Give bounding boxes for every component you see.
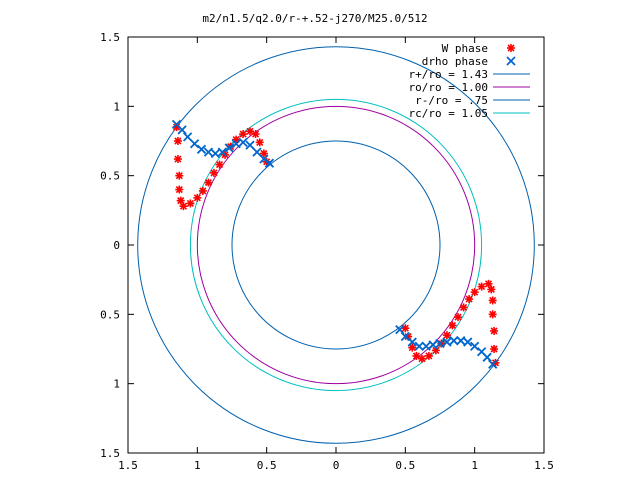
drho-phase-point	[482, 352, 492, 362]
drho-phase-point	[449, 336, 459, 346]
w-phase-point	[442, 331, 451, 340]
w-phase-point	[255, 138, 264, 147]
legend-marker-1	[506, 56, 516, 66]
drho-phase-point	[414, 341, 424, 351]
x-tick-label: 1.5	[118, 459, 138, 472]
drho-phase-point	[231, 139, 241, 149]
drho-phase-point	[252, 147, 262, 157]
drho-phase-point	[421, 341, 431, 351]
legend-label-3: ro/ro = 1.00	[409, 81, 488, 94]
chart-title: m2/n1.5/q2.0/r-+.52-j270/M25.0/512	[202, 12, 427, 25]
circle-2	[231, 140, 441, 350]
y-tick-label: 1	[113, 100, 120, 113]
drho-phase-point	[264, 158, 275, 168]
y-tick-label: 1.5	[100, 31, 120, 44]
w-phase-point	[488, 296, 497, 305]
drho-phase-point	[189, 139, 200, 149]
drho-phase-point	[196, 144, 207, 154]
drho-phase-point	[182, 132, 193, 142]
drho-phase-point	[238, 137, 248, 148]
drho-phase-point	[210, 148, 220, 159]
legend-label-4: r-/ro = .75	[415, 94, 488, 107]
w-phase-point	[232, 135, 241, 144]
circle-1	[196, 105, 476, 385]
w-phase-point	[490, 345, 499, 353]
w-phase-point	[465, 295, 474, 304]
legend-label-1: drho phase	[422, 55, 488, 68]
drho-phase-point	[177, 125, 187, 135]
w-phase-point	[186, 199, 195, 208]
w-phase-point	[417, 354, 426, 363]
w-phase-point	[491, 358, 500, 367]
w-phase-point	[193, 193, 202, 202]
drho-phase-point	[442, 337, 452, 347]
circle-0	[137, 46, 535, 444]
legend-label-0: W phase	[442, 42, 488, 55]
drho-phase-point	[463, 337, 473, 347]
circles-layer	[137, 46, 535, 444]
legend-label-2: r+/ro = 1.43	[409, 68, 488, 81]
drho-phase-point	[395, 324, 405, 335]
w-phase-point	[448, 321, 457, 330]
w-phase-point	[470, 288, 479, 297]
x-tick-label: 1	[471, 459, 478, 472]
w-phase-point	[209, 168, 218, 177]
w-phase-point	[259, 149, 268, 158]
drho-phase-point	[435, 338, 445, 349]
w-phase-point	[173, 155, 182, 164]
y-tick-label: 1.5	[100, 447, 120, 460]
y-tick-label: 0	[113, 239, 120, 252]
drho-phase-point	[203, 147, 214, 157]
drho-phase-point	[428, 340, 438, 350]
w-phase-point	[215, 160, 224, 169]
ticks-layer: 1.5 1 0.5 0 0.5 1 1.51.510.500.511.5	[100, 31, 554, 472]
drho-phase-point	[217, 147, 227, 157]
x-tick-label: 0.5	[257, 459, 277, 472]
w-phase-point	[490, 326, 499, 335]
w-phase-point	[179, 202, 188, 211]
w-phase-point	[477, 282, 486, 291]
legend-marker-0	[507, 44, 515, 52]
w-phase-point	[175, 185, 184, 194]
drho-phase-point	[488, 359, 498, 369]
drho-phase-point	[470, 341, 480, 351]
w-phase-point	[488, 310, 497, 319]
w-phase-point	[401, 324, 410, 333]
w-phase-point	[251, 130, 260, 139]
y-tick-label: 0.5	[100, 170, 120, 183]
legend-label-5: rc/ro = 1.05	[409, 107, 488, 120]
w-phase-point	[424, 351, 433, 360]
w-phase-point	[173, 137, 182, 145]
circle-3	[189, 98, 483, 392]
drho-phase-point	[224, 143, 234, 153]
w-phase-point	[175, 171, 184, 180]
drho-phase-point	[456, 336, 466, 346]
points-layer	[171, 119, 500, 369]
w-phase-point	[204, 178, 213, 187]
drho-phase-point	[400, 331, 410, 342]
w-phase-point	[408, 343, 417, 352]
w-phase-point	[198, 186, 207, 195]
drho-phase-point	[245, 140, 255, 150]
y-tick-label: 0.5	[100, 308, 120, 321]
drho-phase-point	[407, 337, 417, 347]
w-phase-point	[437, 339, 446, 348]
y-tick-label: 1	[113, 378, 120, 391]
x-tick-label: 0.5	[395, 459, 415, 472]
w-phase-point	[239, 130, 248, 139]
drho-phase-point	[259, 154, 269, 164]
x-tick-label: 1	[194, 459, 201, 472]
x-tick-label: 1.5	[534, 459, 554, 472]
w-phase-point	[454, 313, 463, 322]
x-tick-label: 0	[333, 459, 340, 472]
w-phase-point	[487, 285, 496, 294]
w-phase-point	[459, 303, 468, 312]
